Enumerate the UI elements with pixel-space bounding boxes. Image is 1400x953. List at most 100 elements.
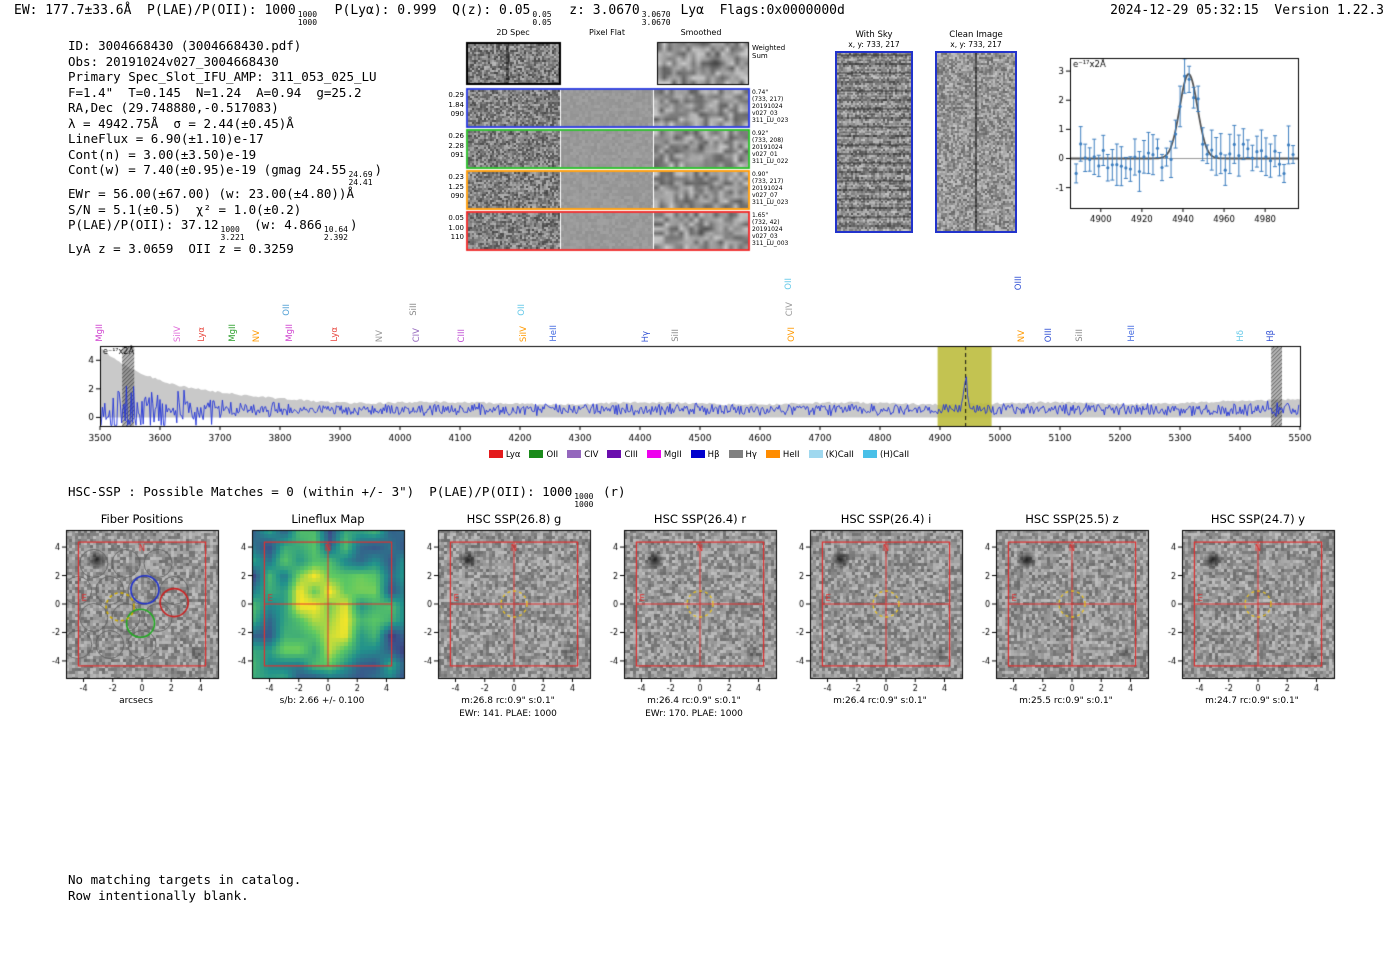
row-left-value: 2.28: [448, 141, 464, 150]
info-line: LineFlux = 6.90(±1.10)e-17: [68, 131, 382, 147]
spec2d-row-right-labels: 0.90" (733, 217) 20191024 v027_07 311_LU_023: [752, 171, 802, 206]
fraction-top: 3.0670: [641, 10, 671, 19]
line-fit-chart: [1036, 48, 1308, 240]
legend-label: CIII: [624, 450, 638, 460]
text-segment: ): [349, 217, 358, 232]
legend-label: Hβ: [707, 450, 720, 460]
legend-swatch: [488, 450, 503, 458]
fraction-bottom: 3.0670: [641, 17, 671, 27]
legend-swatch: [567, 450, 582, 458]
text-segment: λ = 4942.75Å σ = 2.44(±0.45)Å: [68, 115, 294, 131]
legend-item: Lyα: [488, 450, 521, 460]
legend-label: MgII: [663, 450, 682, 460]
cutout-panel-6: HSC SSP(25.5) z m:25.5 rc:0.9" s:0.1": [970, 508, 1156, 723]
text-segment: z: 3.0670: [553, 3, 640, 18]
footer-line: Row intentionally blank.: [68, 888, 249, 903]
info-line: F=1.4" T=0.145 N=1.24 A=0.94 g=25.2: [68, 85, 382, 101]
clean-image-coords: x, y: 733, 217: [950, 40, 1002, 49]
legend-swatch: [529, 450, 544, 458]
with-sky-coords: x, y: 733, 217: [848, 40, 900, 49]
fraction-bottom: 1000: [297, 17, 318, 27]
legend-label: OII: [546, 450, 559, 460]
text-segment: ID: 3004668430 (3004668430.pdf): [68, 38, 302, 53]
cutout-title: HSC SSP(25.5) z: [1025, 512, 1119, 526]
legend-swatch: [690, 450, 705, 458]
row-left-value: 1.00: [448, 223, 464, 232]
legend-swatch: [728, 450, 743, 458]
footer-line: No matching targets in catalog.: [68, 872, 302, 887]
fraction-top: 0.05: [532, 10, 552, 19]
fraction-top: 1000: [220, 225, 240, 234]
fraction-top: 1000: [574, 492, 594, 501]
cutout-caption: m:25.5 rc:0.9" s:0.1": [1019, 696, 1113, 706]
emission-line-label: OII: [783, 278, 794, 290]
cutout-image: [1156, 526, 1342, 698]
fraction-bottom: 1000: [574, 499, 594, 509]
spec2d-row-left-labels: 0.05 1.00 110: [443, 214, 464, 243]
stacked-fraction: 0.05 0.05: [532, 11, 551, 26]
legend-swatch: [765, 450, 780, 458]
cutout-panel-3: HSC SSP(26.8) g m:26.8 rc:0.9" s:0.1" EWr:…: [412, 508, 598, 723]
row-right-value: 20191024: [752, 226, 783, 233]
stacked-fraction: 24.69 24.41: [348, 171, 372, 186]
text-segment: Lyα Flags:0x0000000d: [672, 3, 845, 18]
row-right-value: (733, 217): [752, 96, 784, 103]
row-right-value: v027_03: [752, 110, 778, 117]
text-segment: RA,Dec (29.748880,-0.517083): [68, 100, 279, 115]
row-left-value: 110: [450, 233, 464, 241]
cutout-panel-2: Lineflux Map s/b: 2.66 +/- 0.100: [226, 508, 412, 723]
legend-item: Hβ: [690, 450, 720, 460]
legend-label: (H)CaII: [879, 450, 910, 460]
row-right-value: v027_03: [752, 233, 778, 240]
spec2d-column-header: Smoothed: [680, 28, 722, 37]
cutout-panel-1: Fiber Positions arcsecs: [40, 508, 226, 723]
fraction-bottom: 3.221: [220, 232, 245, 242]
text-segment: Cont(w) = 7.40(±0.95)e-19 (gmag 24.55: [68, 162, 347, 177]
stacked-fraction: 3.0670 3.0670: [642, 11, 671, 26]
emission-line-label: CIV: [785, 301, 795, 316]
cutout-title: HSC SSP(26.4) r: [653, 512, 747, 526]
info-line: ID: 3004668430 (3004668430.pdf): [68, 38, 382, 54]
row-right-value: (733, 217): [752, 178, 784, 185]
legend-item: (K)CaII: [808, 450, 854, 460]
info-line: EWr = 56.00(±67.00) (w: 23.00(±4.80))Å: [68, 186, 382, 202]
cutout-caption-2: EWr: 141. PLAE: 1000: [459, 709, 557, 719]
legend-item: CIII: [607, 450, 638, 460]
text-segment: EWr = 56.00(±67.00) (w: 23.00(±4.80))Å: [68, 186, 354, 201]
row-right-value: v027_07: [752, 192, 778, 199]
row-left-value: 0.26: [448, 132, 464, 140]
spectrum-legend: Lyα OII CIV CIII MgII Hβ Hγ HeII (K)CaII (H)CaII: [86, 450, 1312, 460]
clean-image: [935, 51, 1017, 233]
row-right-value: (733, 208): [752, 137, 784, 144]
summary-header: EW: 177.7±33.6Å P(LAE)/P(OII): 1000 1000 1…: [14, 3, 845, 26]
cutout-panel-4: HSC SSP(26.4) r m:26.4 rc:0.9" s:0.1" EWr:…: [598, 508, 784, 723]
text-segment: S/N = 5.1(±0.5) χ² = 1.0(±0.2): [68, 201, 302, 217]
fraction-bottom: 0.05: [532, 17, 552, 27]
row-left-value: 1.84: [448, 100, 464, 109]
clean-image-panel: Clean Image x, y: 733, 217: [926, 30, 1026, 233]
info-line: Primary Spec_Slot_IFU_AMP: 311_053_025_L…: [68, 69, 382, 85]
full-spectrum-chart: [86, 340, 1312, 454]
legend-label: Lyα: [505, 450, 521, 460]
fraction-bottom: 24.41: [348, 177, 373, 187]
with-sky-panel: With Sky x, y: 733, 217: [824, 30, 924, 233]
info-line: Obs: 20191024v027_3004668430: [68, 54, 382, 70]
cutout-panel-5: HSC SSP(26.4) i m:26.4 rc:0.9" s:0.1": [784, 508, 970, 723]
weighted-sum-label: Weighted: [752, 44, 786, 52]
cutout-image: [226, 526, 412, 698]
emission-line-label: OIII: [1014, 275, 1025, 290]
row-right-value: 20191024: [752, 185, 783, 192]
legend-item: Hγ: [728, 450, 757, 460]
row-right-value: 20191024: [752, 144, 783, 151]
cutout-image: [40, 526, 226, 698]
info-line: Cont(n) = 3.00(±3.50)e-19: [68, 147, 382, 163]
row-right-value: 0.92": [752, 130, 769, 137]
info-line: LyA z = 3.0659 OII z = 0.3259: [68, 241, 382, 257]
text-segment: Primary Spec_Slot_IFU_AMP: 311_053_025_L…: [68, 69, 377, 84]
row-right-value: 311_LU_003: [752, 240, 789, 247]
info-line: RA,Dec (29.748880,-0.517083): [68, 100, 382, 116]
legend-swatch: [862, 450, 877, 458]
cutout-title: HSC SSP(26.8) g: [466, 512, 562, 526]
cutout-panel-7: HSC SSP(24.7) y m:24.7 rc:0.9" s:0.1": [1156, 508, 1342, 723]
